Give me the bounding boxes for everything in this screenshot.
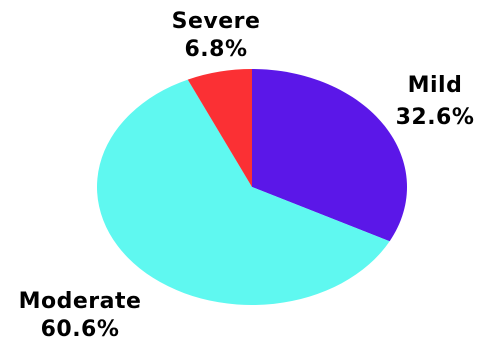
slice-label-value: 60.6% [41, 317, 120, 340]
pie-labels: Mild 32.6% Moderate 60.6% Severe 6.8% [19, 9, 475, 340]
slice-label-name: Severe [172, 9, 261, 34]
pie-slice-mild [252, 69, 407, 242]
pie-slice-severe [187, 69, 252, 187]
slice-label-mild: Mild 32.6% [396, 73, 475, 130]
slice-label-moderate: Moderate 60.6% [19, 289, 142, 340]
slice-label-value: 6.8% [184, 37, 247, 62]
pie-slices [96, 69, 407, 306]
slice-label-severe: Severe 6.8% [172, 9, 261, 62]
pie-slice-moderate [96, 79, 390, 306]
slice-label-name: Mild [408, 73, 463, 98]
slice-label-name: Moderate [19, 289, 142, 314]
slice-label-value: 32.6% [396, 105, 475, 130]
